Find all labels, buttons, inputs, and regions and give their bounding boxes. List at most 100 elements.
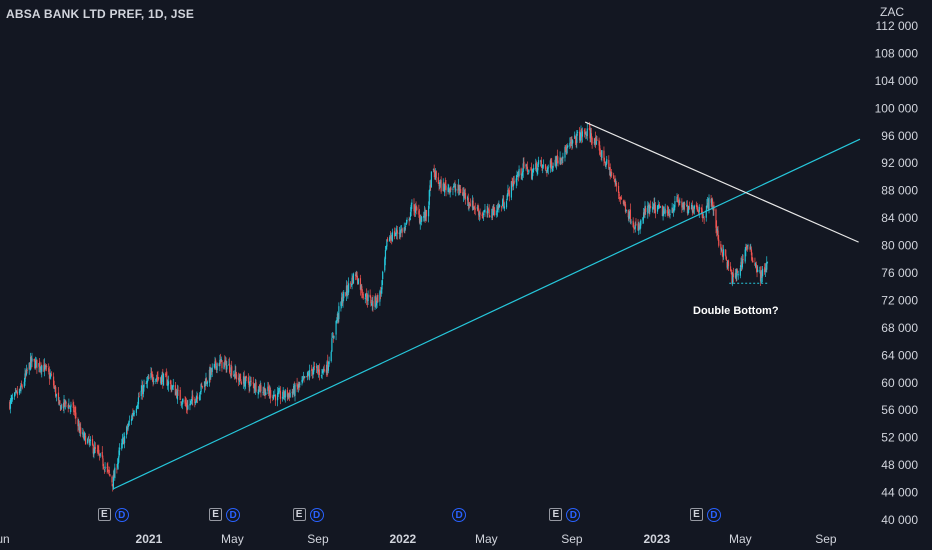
- candle-body: [255, 382, 257, 392]
- candle-body: [540, 160, 542, 165]
- candle-body: [11, 397, 14, 399]
- candle-body: [701, 208, 703, 215]
- candle-body: [20, 383, 23, 386]
- candle-body: [117, 458, 119, 465]
- candle-body: [106, 466, 108, 468]
- candle-body: [316, 367, 318, 369]
- candle-body: [599, 153, 602, 155]
- candle-body: [698, 207, 700, 212]
- candle-body: [501, 206, 503, 208]
- candle-body: [356, 271, 358, 280]
- candle-body: [604, 161, 606, 163]
- candle-body: [473, 206, 475, 209]
- candle-body: [624, 200, 626, 206]
- candle-body: [633, 226, 635, 229]
- candle-body: [307, 373, 309, 375]
- candle-body: [479, 212, 481, 215]
- candle-body: [741, 259, 744, 268]
- candle-body: [502, 199, 504, 206]
- candle-body: [726, 261, 728, 268]
- candle-body: [267, 386, 270, 392]
- earnings-badge[interactable]: E: [689, 508, 703, 521]
- dividend-badge[interactable]: D: [452, 508, 467, 522]
- candle-body: [57, 392, 60, 401]
- candle-body: [681, 201, 683, 208]
- x-tick-label: Sep: [307, 532, 329, 546]
- candle-body: [740, 261, 742, 267]
- earnings-badge[interactable]: E: [549, 508, 563, 521]
- candle-body: [596, 139, 598, 141]
- candle-body: [401, 228, 403, 233]
- candle-body: [272, 394, 275, 400]
- candle-body: [176, 390, 179, 400]
- earnings-badge[interactable]: E: [209, 508, 223, 521]
- candle-body: [370, 297, 372, 304]
- candle-body: [279, 390, 282, 399]
- candle-body: [225, 360, 227, 370]
- candle-body: [45, 366, 47, 368]
- candle-body: [200, 384, 202, 392]
- candle-body: [681, 205, 684, 207]
- candle-body: [112, 475, 115, 488]
- candle-body: [409, 217, 411, 220]
- candle-body: [14, 391, 16, 393]
- price-axis[interactable]: 112 000 108 000 104 000 100 000 96 000 92 000…: [875, 19, 919, 527]
- candle-body: [628, 216, 630, 219]
- candle-body: [196, 396, 198, 399]
- candle-body: [442, 183, 444, 191]
- candle-body: [141, 385, 143, 392]
- candle-body: [482, 216, 484, 218]
- candle-body: [170, 384, 172, 390]
- candle-body: [508, 190, 510, 197]
- candle-body: [474, 208, 476, 210]
- candle-body: [92, 444, 94, 454]
- dividend-badge[interactable]: D: [706, 508, 721, 522]
- candle-body: [250, 380, 252, 382]
- candle-body: [608, 160, 610, 169]
- candle-body: [155, 377, 158, 379]
- dividend-badge[interactable]: D: [226, 508, 241, 522]
- candle-body: [204, 382, 206, 387]
- candle-body: [361, 286, 363, 294]
- dividend-badge[interactable]: D: [566, 508, 581, 522]
- candle-body: [565, 149, 567, 154]
- candle-body: [723, 249, 725, 256]
- dividend-badge[interactable]: D: [309, 508, 324, 522]
- candle-body: [639, 224, 641, 230]
- candle-body: [399, 233, 401, 235]
- candle-body: [749, 246, 751, 250]
- candle-body: [496, 210, 498, 216]
- candle-body: [55, 386, 57, 397]
- dividend-badge[interactable]: D: [114, 508, 129, 522]
- candle-body: [23, 381, 25, 387]
- candle-body: [375, 302, 378, 306]
- candle-body: [536, 169, 538, 173]
- candle-body: [551, 168, 554, 171]
- candle-body: [530, 168, 532, 170]
- candle-body: [318, 369, 320, 376]
- candle-body: [448, 188, 451, 193]
- candle-body: [703, 218, 705, 220]
- earnings-badge[interactable]: E: [97, 508, 111, 521]
- candle-body: [507, 190, 509, 196]
- x-tick-label: Sep: [561, 532, 583, 546]
- double-bottom-annotation[interactable]: Double Bottom?: [693, 305, 779, 317]
- candle-body: [59, 400, 61, 405]
- candle-body: [65, 401, 67, 404]
- candle-body: [345, 292, 347, 297]
- candle-body: [403, 227, 405, 232]
- earnings-badge[interactable]: E: [292, 508, 306, 521]
- time-axis[interactable]: Jun 2021 May Sep 2022 May Sep 2023 May Sep: [0, 532, 837, 546]
- candle-body: [477, 208, 479, 212]
- candle-body: [420, 219, 422, 222]
- candle-body: [30, 356, 32, 363]
- candle-body: [244, 381, 246, 387]
- candle-body: [409, 212, 412, 217]
- candle-body: [559, 157, 561, 164]
- candle-body: [683, 202, 685, 209]
- candle-body: [717, 230, 719, 240]
- candle-body: [54, 387, 56, 389]
- candle-body: [531, 172, 533, 180]
- candle-body: [336, 313, 339, 321]
